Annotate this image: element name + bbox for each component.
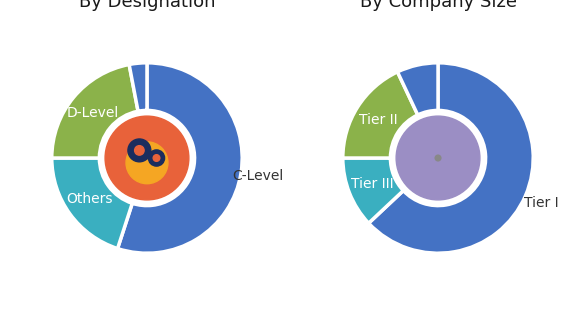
Circle shape [149,150,164,166]
Text: Others: Others [67,193,113,206]
Text: Tier I: Tier I [524,196,559,210]
Wedge shape [397,63,438,115]
Circle shape [126,142,168,184]
Circle shape [396,116,480,200]
Title: By Company Size: By Company Size [360,0,517,11]
Circle shape [128,139,151,162]
Wedge shape [343,158,403,223]
Wedge shape [129,63,147,111]
Wedge shape [369,63,534,253]
Circle shape [393,113,483,203]
Text: D-Level: D-Level [67,106,119,120]
Circle shape [153,155,160,161]
Text: Tier III: Tier III [351,177,394,191]
Circle shape [102,113,192,203]
Title: By Designation: By Designation [79,0,215,11]
Wedge shape [118,63,242,253]
Wedge shape [343,72,418,158]
Circle shape [435,155,441,161]
Wedge shape [51,64,138,158]
Wedge shape [51,158,132,249]
Circle shape [105,116,189,200]
Text: C-Level: C-Level [232,169,284,183]
Text: Tier II: Tier II [359,113,398,127]
Circle shape [135,146,144,155]
